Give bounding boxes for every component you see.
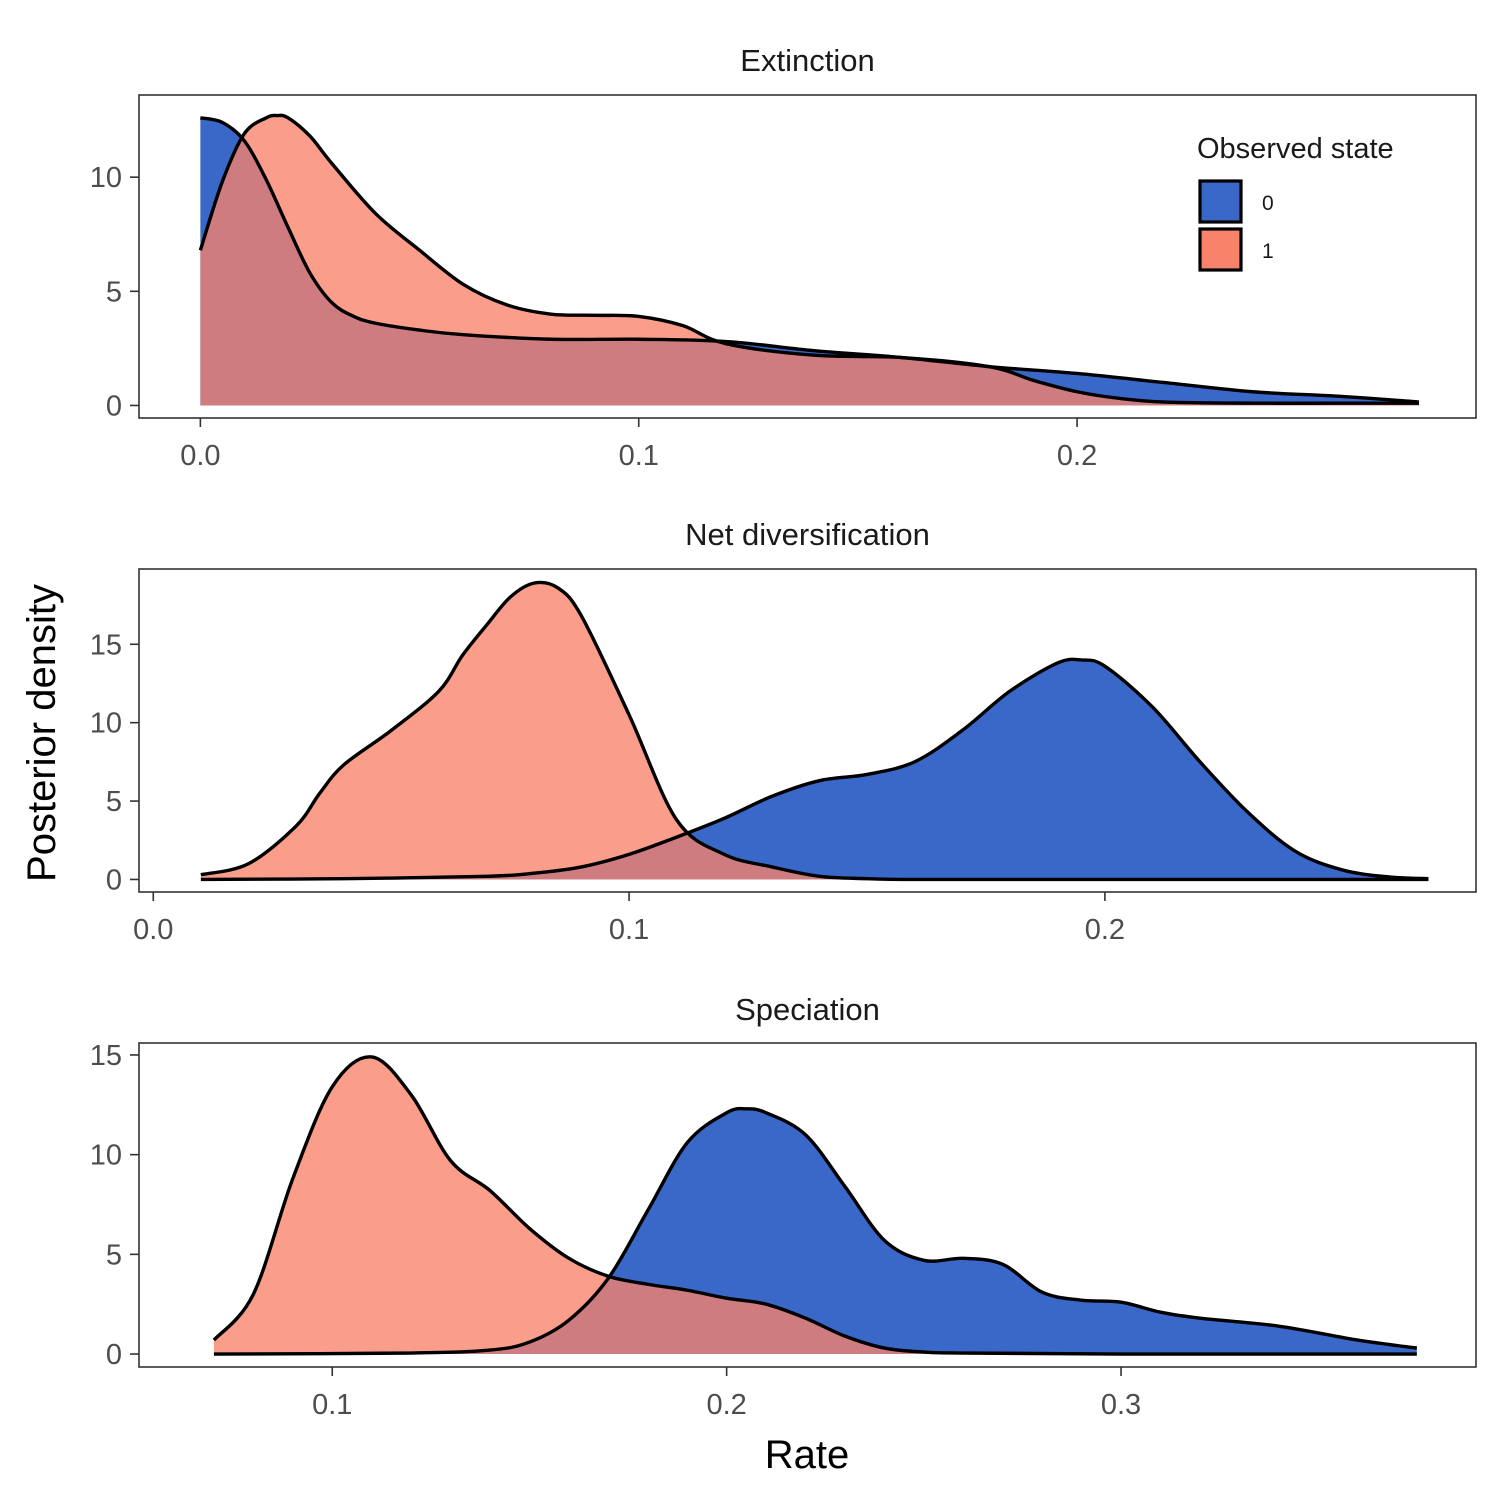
plot-area — [200, 580, 1429, 882]
y-tick-label: 10 — [90, 1140, 122, 1172]
x-tick-label: 0.2 — [1085, 914, 1125, 946]
panel-title: Net diversification — [685, 517, 930, 552]
x-axis-title: Rate — [765, 1433, 850, 1477]
density-outline-state-0 — [200, 116, 1420, 404]
legend-label-1: 1 — [1262, 240, 1274, 263]
legend-swatch-1 — [1198, 227, 1243, 272]
plot-area — [198, 113, 1420, 406]
panel-frame — [138, 1042, 1477, 1368]
density-outline-state-1 — [212, 1055, 1417, 1356]
y-tick-label: 10 — [90, 162, 122, 194]
panel-3: Speciation 0.1 0.2 0.3 0 5 10 15 — [90, 992, 1477, 1421]
y-tick-label: 15 — [90, 629, 122, 661]
x-tick-label: 0.1 — [312, 1389, 352, 1421]
y-tick-label: 0 — [106, 390, 122, 422]
legend-label-0: 0 — [1262, 192, 1274, 215]
density-area-state-0 — [200, 659, 1429, 880]
panel-2: Net diversification 0.0 0.1 0.2 0 5 10 15 — [90, 517, 1477, 946]
x-tick-label: 0.0 — [180, 440, 220, 472]
plot-area — [212, 1055, 1418, 1356]
y-axis-title: Posterior density — [20, 584, 64, 882]
panel-frame — [138, 568, 1477, 893]
panel-title: Extinction — [740, 43, 874, 78]
legend: Observed state 0 1 — [1197, 133, 1394, 272]
x-tick-label: 0.2 — [706, 1389, 746, 1421]
y-tick-label: 5 — [106, 1239, 122, 1271]
y-tick-label: 5 — [106, 786, 122, 818]
x-tick-label: 0.3 — [1101, 1389, 1141, 1421]
x-tick-label: 0.0 — [133, 914, 173, 946]
y-tick-label: 10 — [90, 708, 122, 740]
density-area-state-1 — [200, 115, 1420, 406]
y-tick-label: 15 — [90, 1040, 122, 1072]
density-outline-state-0 — [200, 657, 1429, 882]
x-tick-label: 0.1 — [609, 914, 649, 946]
y-tick-label: 0 — [106, 1339, 122, 1371]
panel-frame — [138, 94, 1477, 419]
x-tick-label: 0.1 — [619, 440, 659, 472]
legend-title: Observed state — [1197, 133, 1394, 165]
y-tick-label: 5 — [106, 276, 122, 308]
density-area-state-0 — [213, 1108, 1417, 1355]
x-tick-label: 0.2 — [1057, 440, 1097, 472]
density-area-state-1 — [200, 582, 1429, 880]
y-tick-label: 0 — [106, 864, 122, 896]
density-area-state-1 — [213, 1056, 1417, 1355]
panel-title: Speciation — [735, 992, 880, 1027]
density-outline-state-1 — [198, 113, 1420, 405]
density-outline-state-0 — [213, 1106, 1418, 1356]
density-outline-state-1 — [200, 580, 1429, 882]
legend-swatch-0 — [1198, 179, 1243, 224]
